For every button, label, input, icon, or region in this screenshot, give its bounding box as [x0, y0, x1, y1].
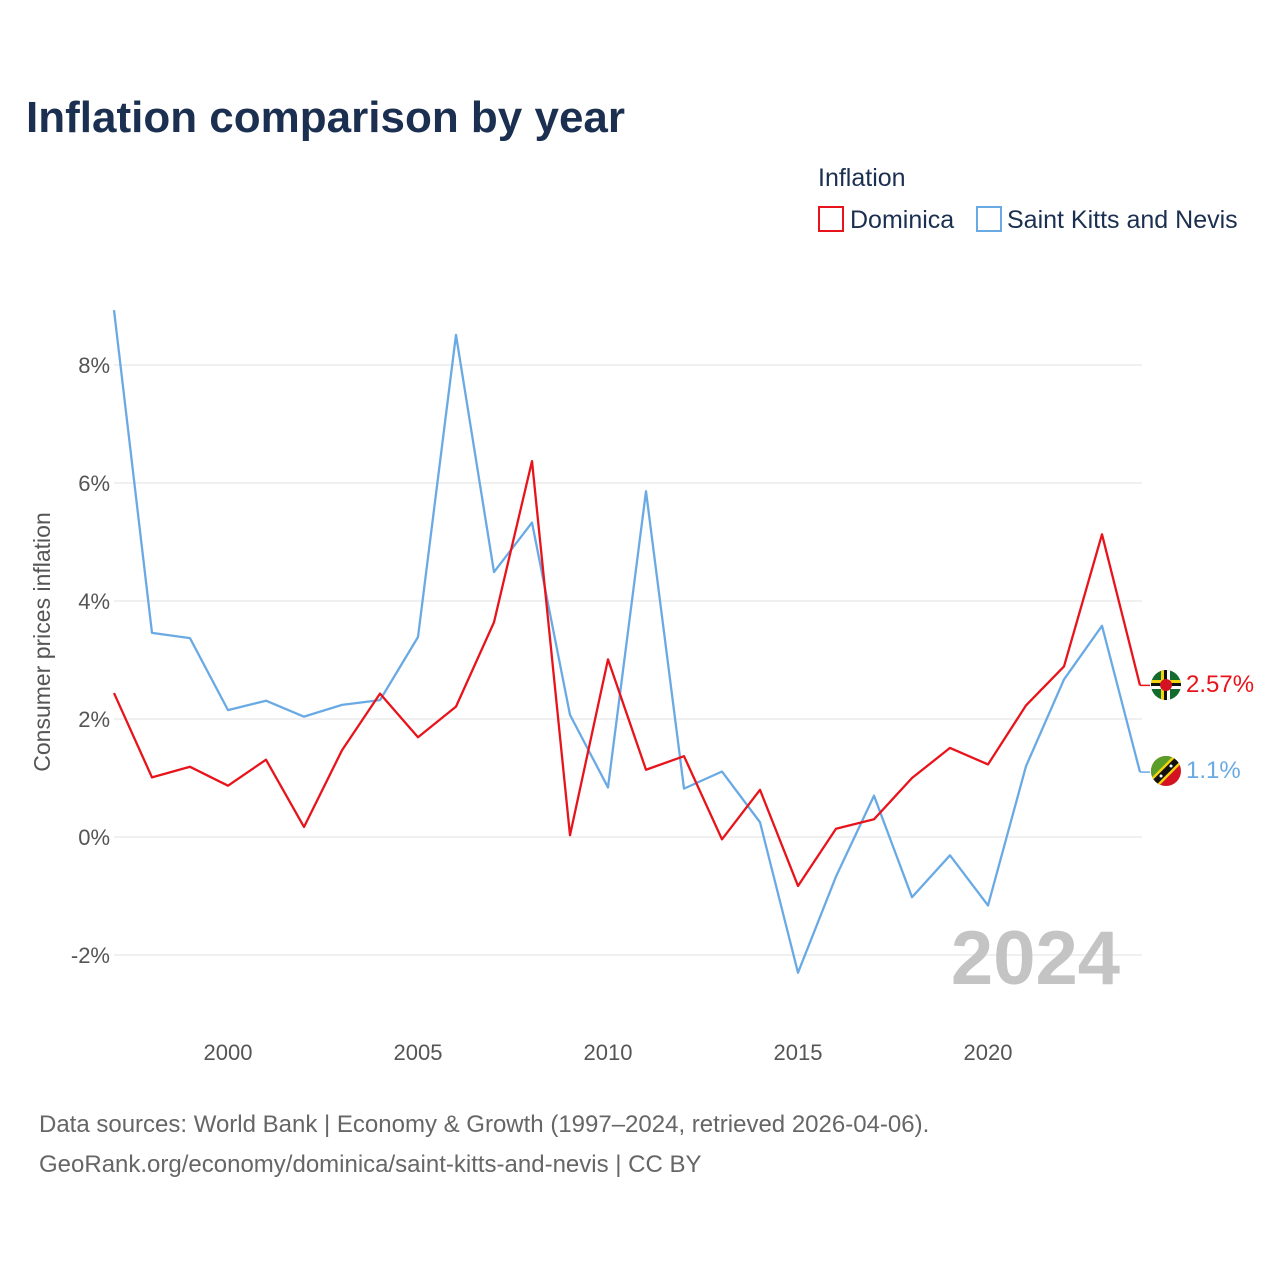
- data-point[interactable]: [985, 761, 991, 767]
- data-point[interactable]: [301, 824, 307, 830]
- y-tick-label: 6%: [78, 471, 110, 496]
- data-point[interactable]: [719, 836, 725, 842]
- legend-swatch-dominica: [818, 206, 844, 232]
- data-point[interactable]: [491, 569, 497, 575]
- x-tick-label: 2005: [394, 1040, 443, 1065]
- data-point[interactable]: [567, 832, 573, 838]
- data-point[interactable]: [1099, 531, 1105, 537]
- data-point[interactable]: [681, 753, 687, 759]
- data-point[interactable]: [1099, 623, 1105, 629]
- data-point[interactable]: [795, 970, 801, 976]
- data-point[interactable]: [453, 332, 459, 338]
- y-tick-label: 2%: [78, 707, 110, 732]
- data-point[interactable]: [605, 656, 611, 662]
- data-point[interactable]: [263, 698, 269, 704]
- data-point[interactable]: [111, 690, 117, 696]
- data-point[interactable]: [149, 630, 155, 636]
- chart-title: Inflation comparison by year: [26, 93, 625, 142]
- source-line-2[interactable]: GeoRank.org/economy/dominica/saint-kitts…: [39, 1151, 702, 1178]
- data-point[interactable]: [529, 520, 535, 526]
- legend-title: Inflation: [818, 164, 906, 192]
- data-point[interactable]: [529, 458, 535, 464]
- data-point[interactable]: [225, 707, 231, 713]
- x-tick-label: 2000: [204, 1040, 253, 1065]
- data-point[interactable]: [833, 826, 839, 832]
- data-point[interactable]: [187, 764, 193, 770]
- x-axis-ticks: 2000 2005 2010 2015 2020: [204, 1040, 1013, 1065]
- data-point[interactable]: [871, 793, 877, 799]
- data-point[interactable]: [757, 819, 763, 825]
- saint-kitts-nevis-flag-icon: [1151, 756, 1181, 786]
- legend-swatch-saint-kitts-and-nevis: [976, 206, 1002, 232]
- series-line-saint-kitts-and-nevis[interactable]: [112, 309, 1142, 974]
- data-point[interactable]: [719, 769, 725, 775]
- data-point[interactable]: [1061, 663, 1067, 669]
- data-point[interactable]: [795, 883, 801, 889]
- series: [111, 307, 1150, 976]
- legend-label-dominica: Dominica: [850, 206, 954, 234]
- data-point[interactable]: [149, 774, 155, 780]
- data-point[interactable]: [871, 816, 877, 822]
- data-point[interactable]: [909, 775, 915, 781]
- grid: [114, 364, 1142, 956]
- data-point[interactable]: [757, 787, 763, 793]
- y-tick-label: 8%: [78, 353, 110, 378]
- data-point[interactable]: [225, 783, 231, 789]
- data-point[interactable]: [187, 635, 193, 641]
- data-point[interactable]: [1023, 763, 1029, 769]
- data-point[interactable]: [833, 874, 839, 880]
- data-point[interactable]: [947, 852, 953, 858]
- data-point[interactable]: [1061, 676, 1067, 682]
- data-point[interactable]: [491, 619, 497, 625]
- data-point[interactable]: [985, 902, 991, 908]
- data-point[interactable]: [339, 702, 345, 708]
- data-point[interactable]: [301, 714, 307, 720]
- y-tick-label: -2%: [71, 943, 110, 968]
- data-point[interactable]: [263, 757, 269, 763]
- legend-item-saint-kitts-and-nevis[interactable]: Saint Kitts and Nevis: [976, 206, 1238, 234]
- legend: Inflation Dominica Saint Kitts and Nevis: [818, 164, 1238, 234]
- series-line-dominica[interactable]: [112, 460, 1142, 888]
- data-point[interactable]: [605, 784, 611, 790]
- data-point[interactable]: [567, 712, 573, 718]
- data-point[interactable]: [1023, 702, 1029, 708]
- dominica-flag-icon: [1151, 670, 1181, 700]
- x-tick-label: 2020: [964, 1040, 1013, 1065]
- year-watermark: 2024: [951, 916, 1120, 1001]
- data-point[interactable]: [415, 634, 421, 640]
- data-point[interactable]: [1137, 769, 1143, 775]
- data-point[interactable]: [681, 786, 687, 792]
- data-point[interactable]: [339, 747, 345, 753]
- data-point[interactable]: [947, 745, 953, 751]
- end-value-saint-kitts-and-nevis: 1.1%: [1186, 757, 1241, 784]
- data-point[interactable]: [415, 734, 421, 740]
- data-point[interactable]: [909, 894, 915, 900]
- end-value-dominica: 2.57%: [1186, 671, 1254, 698]
- legend-label-saint-kitts-and-nevis: Saint Kitts and Nevis: [1007, 206, 1238, 234]
- y-axis-label: Consumer prices inflation: [29, 512, 55, 772]
- x-tick-label: 2010: [584, 1040, 633, 1065]
- y-tick-label: 4%: [78, 589, 110, 614]
- legend-item-dominica[interactable]: Dominica: [818, 206, 954, 234]
- y-tick-label: 0%: [78, 825, 110, 850]
- data-point[interactable]: [643, 767, 649, 773]
- source-line-1: Data sources: World Bank | Economy & Gro…: [39, 1111, 929, 1138]
- y-axis-ticks: -2% 0% 2% 4% 6% 8%: [71, 353, 110, 968]
- data-point[interactable]: [377, 691, 383, 697]
- data-point[interactable]: [453, 704, 459, 710]
- data-point[interactable]: [1137, 682, 1143, 688]
- data-point[interactable]: [643, 488, 649, 494]
- x-tick-label: 2015: [774, 1040, 823, 1065]
- data-point[interactable]: [111, 307, 117, 313]
